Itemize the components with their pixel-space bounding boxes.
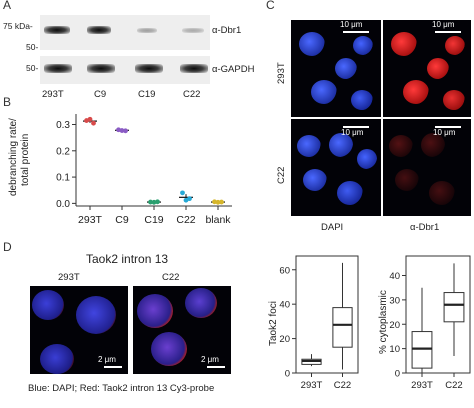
lane-label-c9: C9	[94, 89, 107, 100]
row-label-293t: 293T	[276, 62, 287, 84]
panel-d-label: D	[3, 240, 12, 254]
scale-bar-dapi-293t	[343, 31, 369, 33]
y-tick-label: 0.1	[56, 173, 70, 184]
cytoplasmic-boxplot: 0 10 20 30 40 293T C22	[389, 255, 471, 391]
scale-bar-fish-293t	[104, 366, 122, 368]
dbr1-band-293t	[44, 26, 70, 34]
x-tick-label: C9	[115, 214, 129, 226]
lane-label-293t: 293T	[42, 89, 64, 100]
dbr1-blot	[40, 15, 210, 50]
lane-label-c22: C22	[183, 89, 201, 100]
scale-bar-label-fish-c22: 2 μm	[201, 355, 219, 364]
gapdh-band-c19	[135, 64, 163, 73]
scale-bar-dbr1-c22	[435, 126, 461, 128]
data-point	[219, 199, 224, 205]
dapi-c22-image: 10 μm	[291, 119, 381, 216]
panel-d-title: Taok2 intron 13	[86, 252, 169, 266]
dbr1-band-c22	[182, 28, 204, 33]
cell-label-c22: C22	[162, 272, 180, 283]
scale-bar-label-fish-293t: 2 μm	[98, 355, 116, 364]
gapdh-band-c22	[180, 64, 208, 73]
scale-bar-dapi-c22	[343, 126, 369, 128]
x-tick-label: blank	[205, 214, 231, 226]
data-point	[187, 196, 192, 202]
data-point	[155, 199, 160, 205]
lane-label-c19: C19	[138, 89, 156, 100]
y-tick-label: 0.0	[56, 199, 70, 210]
y-tick-label: 0	[395, 369, 400, 380]
scale-bar-label-dbr1-293t: 10 μm	[432, 20, 455, 29]
y-tick-label: 10	[389, 344, 400, 355]
x-tick-label: 293T	[411, 380, 433, 391]
plot-frame	[405, 255, 471, 374]
gapdh-blot	[40, 56, 210, 84]
data-point	[215, 199, 221, 205]
data-point	[180, 190, 185, 196]
channel-label-dbr1: α-Dbr1	[410, 222, 440, 233]
y-tick-label: 0	[285, 369, 290, 380]
row-label-c22: C22	[276, 166, 287, 184]
fish-c22-image: 2 μm	[133, 286, 231, 374]
dbr1-band-c9	[87, 26, 111, 34]
marker-50-top: 50-	[26, 42, 39, 52]
y-tick-label: 0.3	[56, 120, 70, 131]
fish-caption: Blue: DAPI; Red: Taok2 intron 13 Cy3-pro…	[28, 383, 215, 394]
data-point	[119, 128, 125, 133]
panel-a-label: A	[3, 0, 12, 12]
y-tick-label: 60	[279, 265, 290, 276]
panel-c-label: C	[266, 0, 275, 12]
y-tick-label: 40	[279, 300, 290, 311]
gapdh-blot-label: α-GAPDH	[212, 64, 255, 75]
x-tick-label: 293T	[78, 214, 103, 226]
data-point	[91, 120, 96, 126]
dbr1-blot-label: α-Dbr1	[212, 25, 242, 36]
data-point	[123, 128, 128, 134]
scale-bar-label-dbr1-c22: 10 μm	[433, 128, 456, 137]
y-tick-label: 40	[389, 271, 400, 282]
box	[443, 292, 465, 323]
y-tick-label: 0.2	[56, 146, 70, 157]
panel-b-ylabel-line2: total protein	[20, 133, 31, 186]
gapdh-band-c9	[87, 64, 115, 73]
x-tick-label: C22	[176, 214, 195, 226]
dapi-293t-image: 10 μm	[291, 20, 381, 117]
marker-50-bottom: 50-	[26, 63, 39, 73]
box	[332, 307, 353, 348]
scale-bar-fish-c22	[207, 366, 225, 368]
x-tick-label: 293T	[301, 380, 323, 391]
debranching-chart: 0.0 0.1 0.2 0.3 293T C9 C19 C22 blank	[56, 114, 232, 226]
y-tick-label: 20	[279, 334, 290, 345]
plot-frame	[295, 255, 359, 374]
marker-75kda: 75 kDa-	[3, 21, 33, 31]
y-tick-label: 20	[389, 320, 400, 331]
x-tick-label: C22	[445, 380, 462, 391]
taok2-foci-boxplot: 0 20 40 60 293T C22	[279, 255, 359, 391]
panel-b-label: B	[3, 95, 12, 109]
dbr1-c22-image: 10 μm	[383, 119, 471, 216]
gapdh-band-293t	[44, 64, 72, 73]
box	[411, 331, 433, 369]
x-tick-label: C22	[334, 380, 351, 391]
channel-label-dapi: DAPI	[321, 222, 344, 233]
dbr1-293t-image: 10 μm	[383, 20, 471, 117]
scale-bar-label-dapi-c22: 10 μm	[341, 128, 364, 137]
scale-bar-dbr1-293t	[435, 31, 461, 33]
cell-label-293t: 293T	[58, 272, 80, 283]
x-tick-label: C19	[144, 214, 163, 226]
panel-b-ylabel-line1: debranching rate/	[8, 118, 19, 196]
y-tick-label: 30	[389, 295, 400, 306]
data-point	[87, 116, 93, 122]
fish-293t-image: 2 μm	[30, 286, 128, 374]
dbr1-band-c19	[137, 28, 157, 33]
data-point	[148, 199, 153, 205]
scale-bar-label-dapi-293t: 10 μm	[340, 20, 363, 29]
